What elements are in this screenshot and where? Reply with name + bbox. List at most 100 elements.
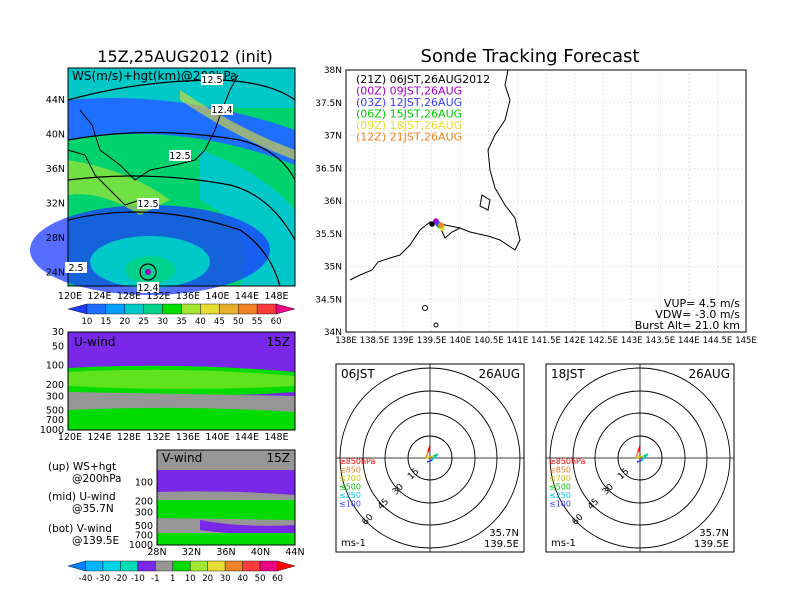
hodo-lat: 35.7N [699, 528, 729, 539]
lat-tick-label: 32N [46, 199, 65, 210]
colorbar-swatch [143, 303, 163, 315]
colorbar-swatch [238, 303, 258, 315]
legend-bot-2: @139.5E [72, 535, 119, 547]
level-legend: ≤250 [339, 491, 361, 500]
contour-label: 2.5 [68, 263, 83, 274]
level-legend: ≤500 [549, 483, 571, 492]
hodo-lat: 35.7N [489, 528, 519, 539]
lon-tick-label: 132E [146, 291, 170, 302]
panel-legend: (up) WS+hgt @200hPa (mid) U-wind @35.7N … [48, 461, 122, 547]
lon-tick-label: 140E [205, 432, 229, 443]
left-lat-ticks: 44N 40N 36N 32N 28N 24N [46, 95, 65, 279]
pressure-tick-label: 30 [52, 327, 64, 338]
right-title: Sonde Tracking Forecast [421, 46, 640, 67]
colorbar-label: 40 [237, 574, 248, 584]
level-legend: ≤100 [549, 500, 571, 509]
colorbar-swatch [120, 560, 139, 572]
map-label: WS(m/s)+hgt(km)@200hPa [72, 69, 237, 83]
lat-tick-label: 37.5N [315, 99, 342, 109]
lon-tick-label: 144.5E [703, 336, 733, 346]
lon-tick-label: 148E [264, 291, 288, 302]
colorbar-label: 35 [176, 317, 187, 327]
v-wind-lat-ticks: 28N 32N 36N 40N 44N [147, 547, 304, 558]
pressure-tick-label: 200 [135, 496, 153, 507]
colorbar-label: 30 [220, 574, 231, 584]
hodo-time: 06JST [341, 367, 375, 381]
hodo-unit: ms-1 [341, 538, 366, 549]
contour-label: 12.4 [211, 105, 232, 116]
lon-tick-label: 140E [205, 291, 229, 302]
wind-speed-colorbar: 10 15 20 25 30 35 40 45 50 55 60 [67, 303, 296, 327]
colorbar-label: 25 [138, 317, 149, 327]
colorbar-label: 45 [214, 317, 225, 327]
sonde-landing-points [429, 218, 445, 231]
legend-bot-1: (bot) V-wind [48, 523, 112, 535]
tracking-lon-ticks: 138E 138.5E 139E 139.5E 140E 140.5E 141E 141.5E… [335, 336, 757, 346]
launch-time-entry: (00Z) 09JST,26AUG [356, 85, 462, 98]
burst-text: Burst Alt= 21.0 km [635, 319, 740, 332]
colorbar-swatch [207, 560, 226, 572]
launch-time-entry: (09Z) 18JST,26AUG [356, 119, 462, 132]
v-wind-panel [157, 450, 295, 545]
colorbar-label: 50 [233, 317, 244, 327]
pressure-tick-label: 300 [46, 391, 64, 402]
lon-tick-label: 144E [235, 291, 259, 302]
lat-tick-label: 36.5N [315, 164, 342, 174]
level-legend: ≤850 [339, 466, 361, 475]
colorbar-swatch [172, 560, 191, 572]
wind-trace-segment [426, 459, 433, 463]
vup-text: VUP= 4.5 m/s [664, 297, 740, 310]
lat-tick-label: 24N [46, 268, 65, 279]
colorbar-swatch [124, 303, 144, 315]
coastline [349, 69, 521, 328]
lon-tick-label: 148E [264, 432, 288, 443]
hodo-lon: 139.5E [484, 539, 519, 550]
colorbar-label: 40 [195, 317, 206, 327]
colorbar-swatch [155, 560, 173, 572]
lon-tick-label: 141.5E [531, 336, 561, 346]
contour-labels: 12.5 12.4 12.5 12.5 12.4 2.5 [65, 74, 233, 294]
lat-tick-label: 32N [182, 547, 201, 558]
pressure-tick-label: 50 [52, 341, 64, 352]
lon-tick-label: 136E [176, 432, 200, 443]
lat-tick-label: 44N [46, 95, 65, 106]
colorbar-label: -30 [96, 574, 110, 584]
level-legend: ≤500 [339, 483, 361, 492]
colorbar-swatch [105, 303, 125, 315]
lon-tick-label: 142.5E [588, 336, 618, 346]
colorbar-swatch [200, 303, 220, 315]
contour-label-bg [137, 282, 159, 293]
colorbar-label: -40 [79, 574, 93, 584]
lat-tick-label: 37N [324, 132, 342, 142]
wind-trace-segment [637, 445, 641, 453]
colorbar-swatch [67, 560, 86, 572]
contour-label: 12.5 [169, 151, 190, 162]
hodo-time: 18JST [551, 367, 585, 381]
lon-tick-label: 144E [678, 336, 700, 346]
wind-trace-segment [635, 455, 645, 459]
lon-tick-label: 143E [621, 336, 643, 346]
lat-tick-label: 38N [324, 66, 342, 76]
lon-tick-label: 145E [735, 336, 757, 346]
left-title: 15Z,25AUG2012 (init) [97, 47, 272, 66]
legend-up-1: (up) WS+hgt [48, 461, 116, 473]
level-legend: ≤700 [339, 474, 361, 483]
wind-trace-segment [635, 451, 639, 459]
colorbar-swatch [181, 303, 201, 315]
pressure-tick-label: 200 [46, 380, 64, 391]
colorbar-swatch [219, 303, 239, 315]
pressure-tick-label: 1000 [129, 540, 153, 551]
hodo-date: 26AUG [478, 367, 520, 381]
lon-tick-label: 144E [235, 432, 259, 443]
v-wind-time: 15Z [267, 451, 291, 465]
colorbar-label: -20 [113, 574, 127, 584]
contour-label: 12.4 [137, 283, 158, 294]
lat-tick-label: 28N [46, 233, 65, 244]
colorbar-swatch [102, 560, 121, 572]
legend-mid-2: @35.7N [72, 503, 114, 515]
wind-trace-segment [425, 455, 435, 459]
colorbar-label: 20 [119, 317, 130, 327]
colorbar-swatch [86, 303, 107, 315]
